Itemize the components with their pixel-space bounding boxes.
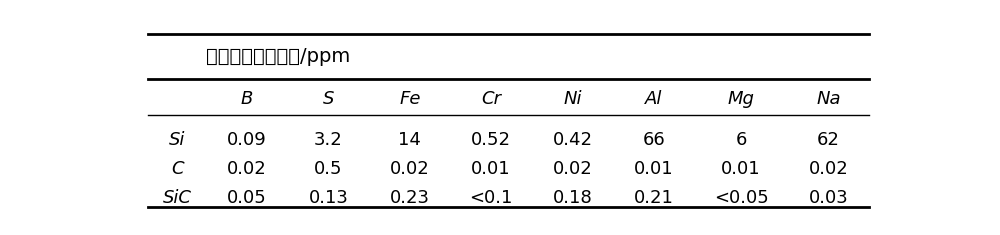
Text: 0.09: 0.09	[227, 131, 267, 149]
Text: 0.02: 0.02	[227, 160, 267, 178]
Text: 6: 6	[735, 131, 747, 149]
Text: 0.05: 0.05	[227, 189, 267, 207]
Text: 62: 62	[817, 131, 840, 149]
Text: 0.02: 0.02	[390, 160, 430, 178]
Text: 主要杂质元素含量/ppm: 主要杂质元素含量/ppm	[206, 47, 351, 66]
Text: Al: Al	[645, 90, 663, 108]
Text: Fe: Fe	[399, 90, 421, 108]
Text: 0.18: 0.18	[553, 189, 592, 207]
Text: <0.1: <0.1	[470, 189, 513, 207]
Text: 0.52: 0.52	[471, 131, 511, 149]
Text: Si: Si	[169, 131, 186, 149]
Text: B: B	[241, 90, 253, 108]
Text: 3.2: 3.2	[314, 131, 343, 149]
Text: Cr: Cr	[481, 90, 501, 108]
Text: 0.02: 0.02	[553, 160, 592, 178]
Text: 66: 66	[643, 131, 665, 149]
Text: 0.5: 0.5	[314, 160, 343, 178]
Text: 14: 14	[398, 131, 421, 149]
Text: 0.42: 0.42	[553, 131, 593, 149]
Text: S: S	[323, 90, 334, 108]
Text: Na: Na	[816, 90, 841, 108]
Text: <0.05: <0.05	[714, 189, 768, 207]
Text: 0.21: 0.21	[634, 189, 674, 207]
Text: 0.01: 0.01	[634, 160, 674, 178]
Text: Mg: Mg	[728, 90, 755, 108]
Text: 0.02: 0.02	[808, 160, 848, 178]
Text: Ni: Ni	[563, 90, 582, 108]
Text: 0.23: 0.23	[390, 189, 430, 207]
Text: C: C	[171, 160, 184, 178]
Text: 0.03: 0.03	[808, 189, 848, 207]
Text: 0.01: 0.01	[471, 160, 511, 178]
Text: 0.01: 0.01	[721, 160, 761, 178]
Text: SiC: SiC	[163, 189, 192, 207]
Text: 0.13: 0.13	[308, 189, 348, 207]
